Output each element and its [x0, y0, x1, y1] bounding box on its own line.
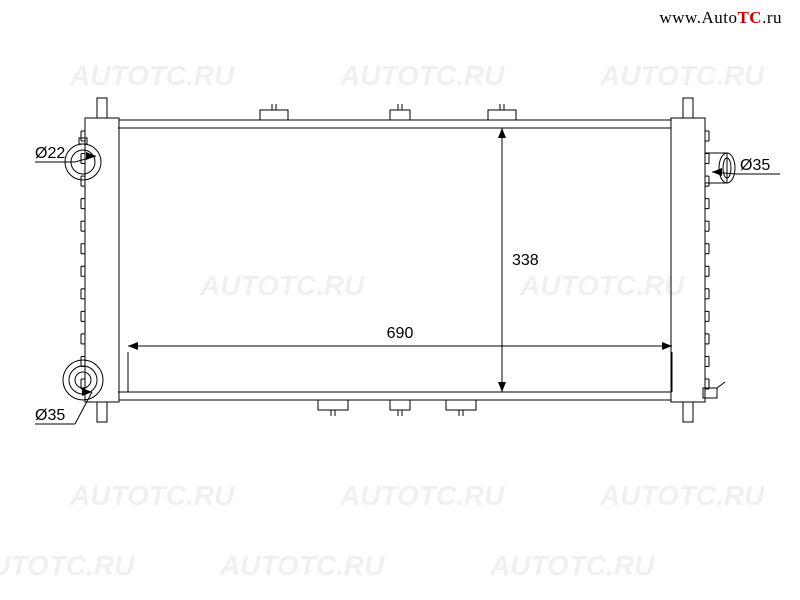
svg-text:Ø22: Ø22	[35, 145, 65, 162]
watermark-red: TC	[737, 8, 762, 27]
svg-text:Ø35: Ø35	[740, 157, 770, 174]
watermark-post: .ru	[762, 8, 782, 27]
svg-text:338: 338	[512, 252, 539, 269]
svg-text:Ø35: Ø35	[35, 407, 65, 424]
watermark-logo: www.AutoTC.ru	[659, 8, 782, 28]
radiator-drawing: 690 338 Ø22 Ø35 Ø35	[0, 0, 800, 600]
svg-text:690: 690	[387, 325, 414, 342]
watermark-pre: www.Auto	[659, 8, 737, 27]
